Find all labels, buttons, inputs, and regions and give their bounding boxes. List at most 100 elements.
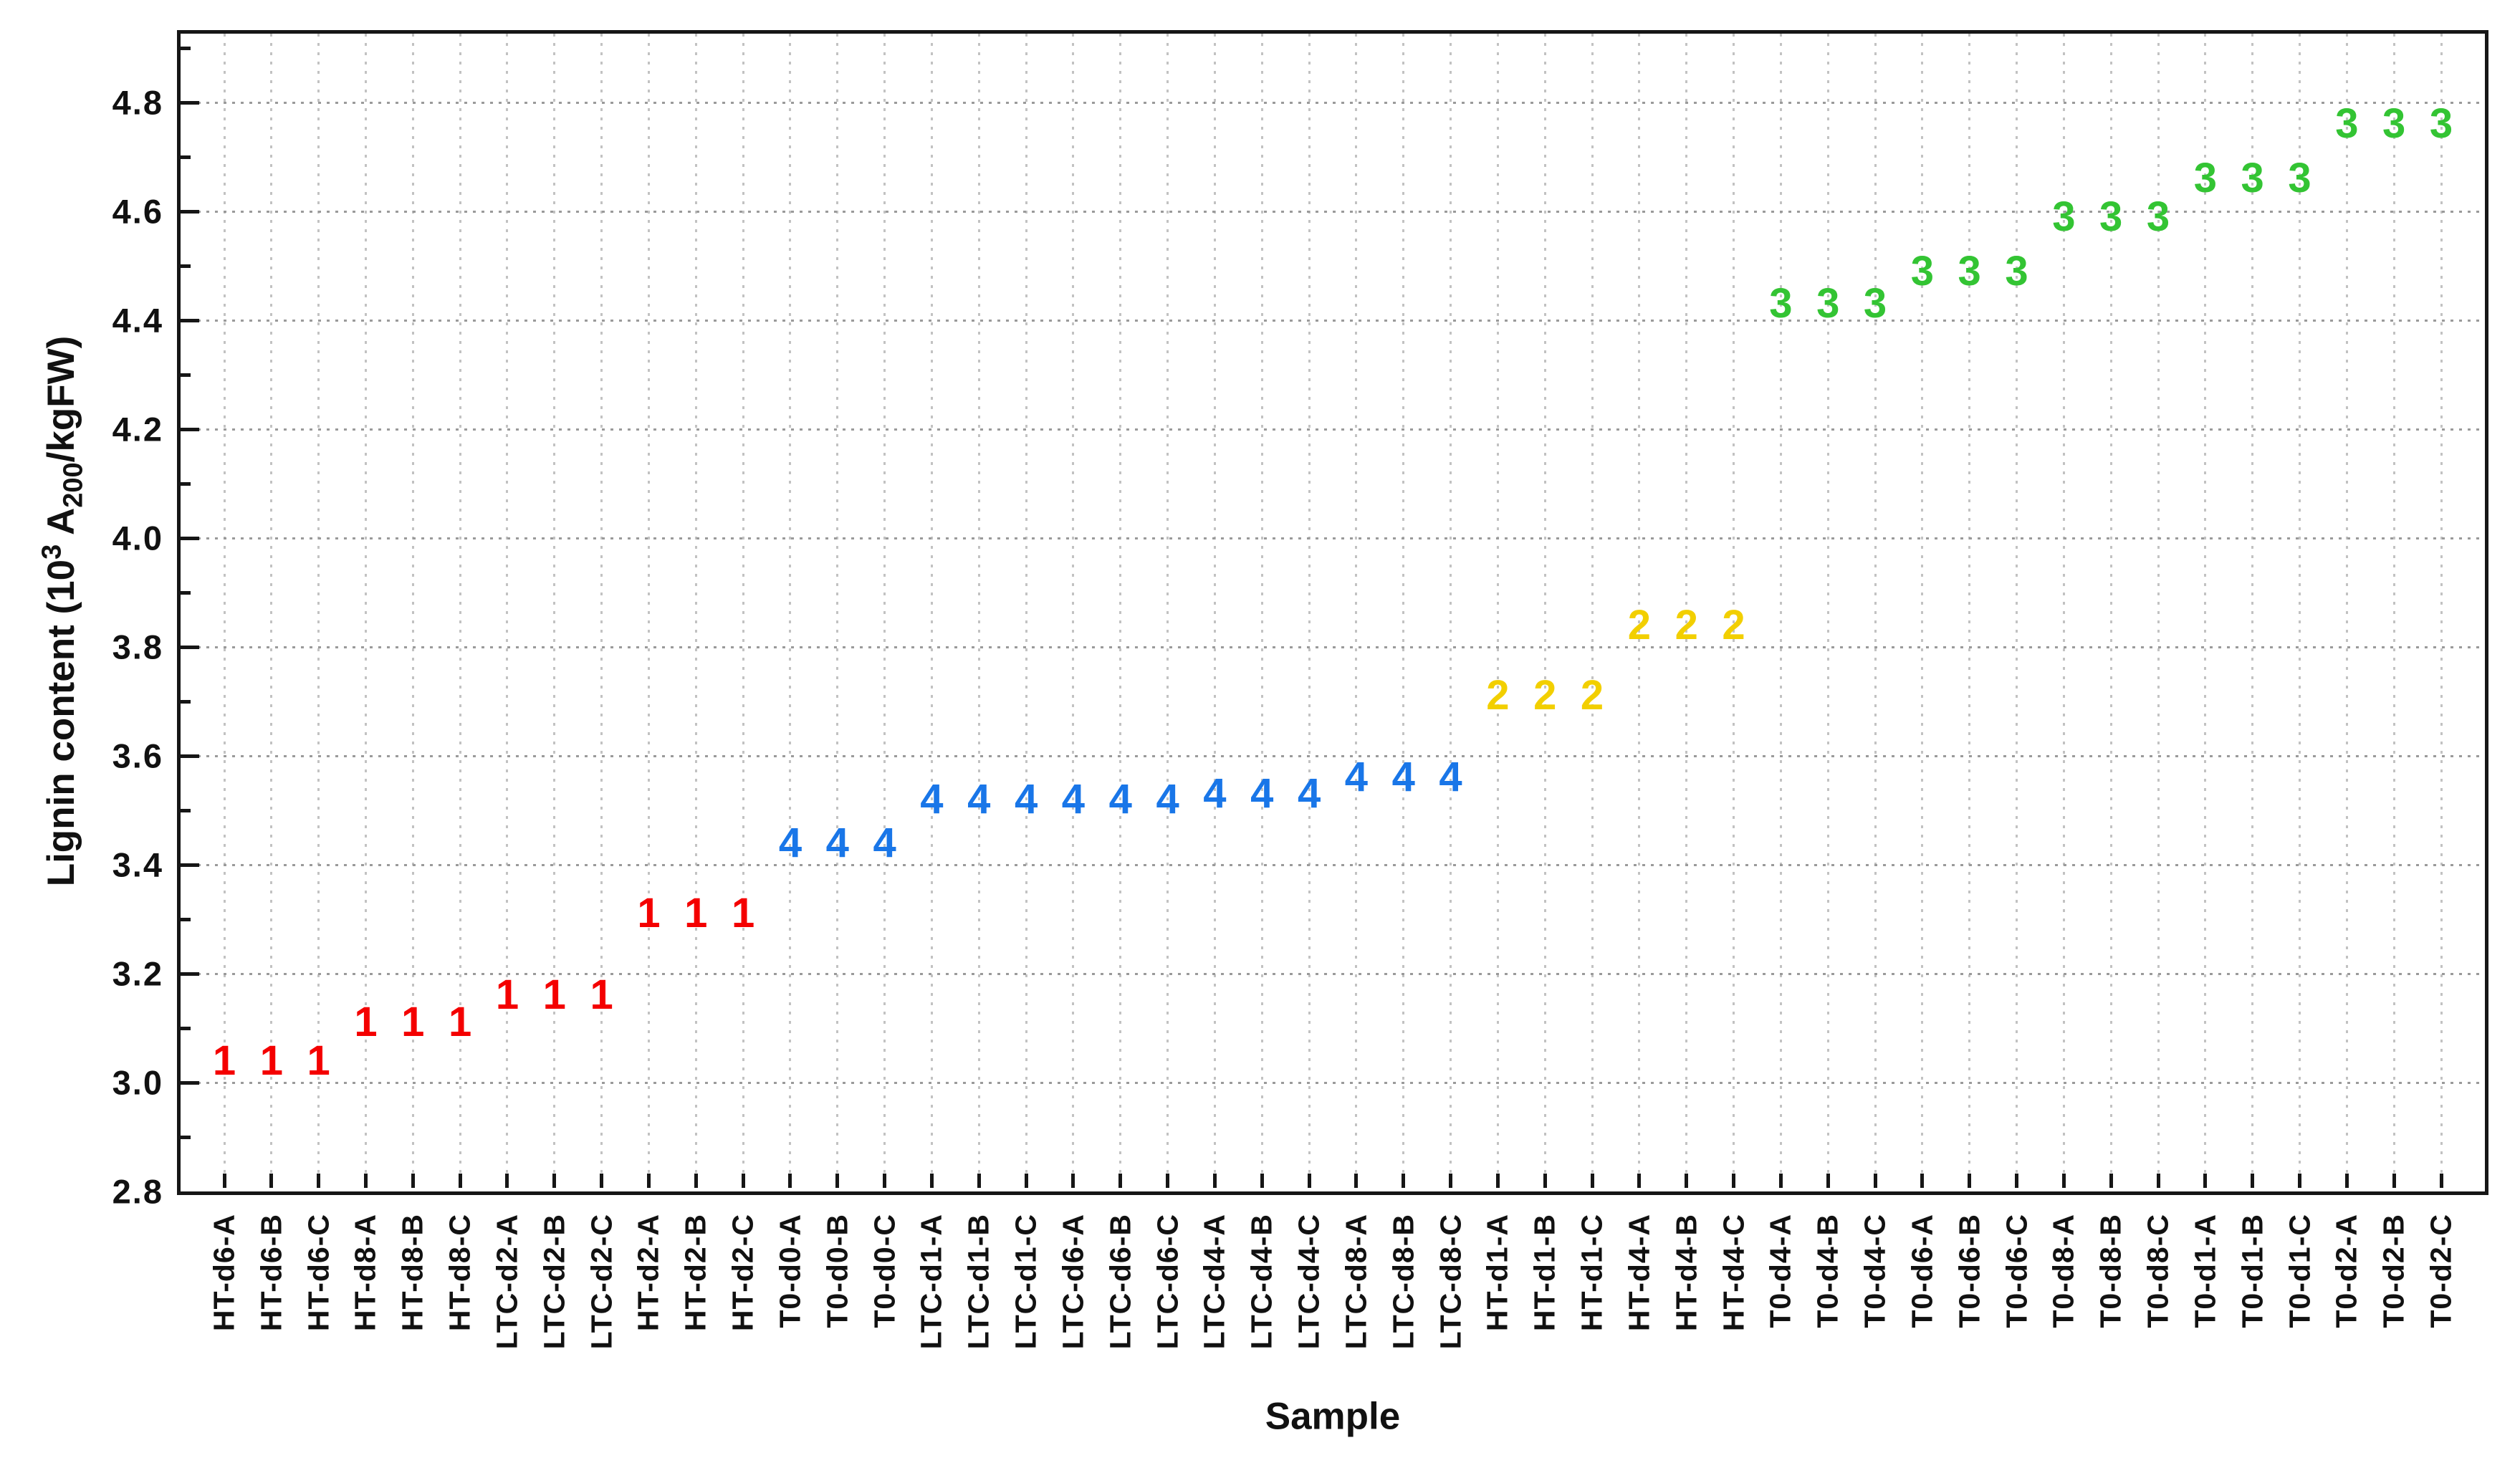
data-point-marker: 4 bbox=[1344, 754, 1369, 801]
y-tick-label: 4.8 bbox=[112, 83, 163, 122]
x-axis-tick bbox=[2061, 1174, 2066, 1188]
data-point-marker: 3 bbox=[2241, 155, 2264, 202]
data-point-marker: 2 bbox=[1486, 672, 1510, 719]
x-tick-label: HT-d2-C bbox=[726, 1214, 760, 1332]
y-tick-label: 3.6 bbox=[112, 737, 163, 775]
y-axis-minor-tick bbox=[181, 46, 191, 50]
y-axis-minor-tick bbox=[181, 917, 191, 921]
data-point-marker: 4 bbox=[1014, 775, 1038, 822]
data-point-marker: 2 bbox=[1675, 601, 1698, 648]
data-point-marker: 3 bbox=[2335, 100, 2359, 148]
data-point-marker: 2 bbox=[1722, 601, 1745, 648]
vertical-gridline bbox=[977, 34, 980, 1188]
y-axis-title-superscript: 3 bbox=[37, 544, 67, 560]
x-tick-label: HT-d4-C bbox=[1717, 1214, 1750, 1332]
x-tick-label: HT-d1-C bbox=[1575, 1214, 1609, 1332]
y-tick-label: 2.8 bbox=[112, 1172, 163, 1211]
y-axis-minor-tick bbox=[181, 155, 191, 159]
vertical-gridline bbox=[1685, 34, 1688, 1188]
vertical-gridline bbox=[930, 34, 933, 1188]
x-tick-label: T0-d6-C bbox=[2000, 1214, 2033, 1328]
x-tick-label: HT-d8-A bbox=[348, 1214, 382, 1332]
data-point-marker: 4 bbox=[967, 775, 991, 822]
horizontal-gridline bbox=[181, 646, 2485, 648]
y-axis-major-tick bbox=[181, 754, 199, 758]
x-tick-label: HT-d2-B bbox=[679, 1214, 712, 1332]
horizontal-gridline bbox=[181, 428, 2485, 431]
x-tick-label: LTC-d8-A bbox=[1339, 1214, 1373, 1350]
horizontal-gridline bbox=[181, 1081, 2485, 1084]
vertical-gridline bbox=[1402, 34, 1405, 1188]
data-point-marker: 4 bbox=[873, 819, 896, 866]
data-point-marker: 1 bbox=[212, 1037, 236, 1084]
y-tick-label: 4.4 bbox=[112, 301, 163, 340]
x-axis-tick bbox=[458, 1174, 462, 1188]
x-tick-label: LTC-d6-B bbox=[1103, 1214, 1137, 1350]
y-tick-label: 3.8 bbox=[112, 628, 163, 666]
x-tick-label: HT-d1-B bbox=[1528, 1214, 1561, 1332]
x-axis-tick bbox=[929, 1174, 934, 1188]
x-axis-tick bbox=[1402, 1174, 1406, 1188]
data-point-marker: 3 bbox=[2099, 193, 2123, 240]
vertical-gridline bbox=[1826, 34, 1829, 1188]
y-axis-minor-tick bbox=[181, 481, 191, 486]
vertical-gridline bbox=[2299, 34, 2301, 1188]
vertical-gridline bbox=[1450, 34, 1452, 1188]
x-tick-label: HT-d6-C bbox=[302, 1214, 335, 1332]
vertical-gridline bbox=[694, 34, 697, 1188]
x-tick-label: T0-d2-A bbox=[2329, 1214, 2363, 1328]
vertical-gridline bbox=[317, 34, 320, 1188]
x-axis-tick bbox=[2344, 1174, 2349, 1188]
x-tick-label: LTC-d1-A bbox=[914, 1214, 948, 1350]
data-point-marker: 4 bbox=[1439, 754, 1462, 801]
vertical-gridline bbox=[789, 34, 792, 1188]
x-axis-tick bbox=[1212, 1174, 1217, 1188]
data-point-marker: 4 bbox=[1203, 770, 1227, 817]
x-axis-tick bbox=[2203, 1174, 2208, 1188]
data-point-marker: 3 bbox=[1816, 280, 1840, 327]
vertical-gridline bbox=[2204, 34, 2207, 1188]
data-point-marker: 1 bbox=[259, 1037, 283, 1084]
data-point-marker: 1 bbox=[542, 972, 566, 1019]
vertical-gridline bbox=[2109, 34, 2112, 1188]
x-axis-tick bbox=[694, 1174, 698, 1188]
x-tick-label: T0-d0-A bbox=[773, 1214, 807, 1328]
x-tick-label: HT-d8-C bbox=[443, 1214, 476, 1332]
vertical-gridline bbox=[1308, 34, 1311, 1188]
x-tick-label: LTC-d6-C bbox=[1151, 1214, 1184, 1350]
x-axis-tick bbox=[646, 1174, 651, 1188]
y-axis-major-tick bbox=[181, 645, 199, 649]
x-tick-label: T0-d4-B bbox=[1811, 1214, 1844, 1328]
y-axis-minor-tick bbox=[181, 1135, 191, 1139]
vertical-gridline bbox=[2157, 34, 2160, 1188]
data-point-marker: 4 bbox=[1391, 754, 1415, 801]
x-axis-tick bbox=[1968, 1174, 1972, 1188]
data-point-marker: 3 bbox=[2429, 100, 2453, 148]
vertical-gridline bbox=[1968, 34, 1971, 1188]
data-point-marker: 4 bbox=[1297, 770, 1321, 817]
data-point-marker: 1 bbox=[307, 1037, 330, 1084]
x-axis-tick bbox=[2015, 1174, 2019, 1188]
data-point-marker: 2 bbox=[1533, 672, 1557, 719]
x-tick-label: HT-d1-A bbox=[1480, 1214, 1514, 1332]
x-axis-tick bbox=[835, 1174, 840, 1188]
x-axis-tick bbox=[222, 1174, 226, 1188]
vertical-gridline bbox=[2440, 34, 2443, 1188]
y-axis-major-tick bbox=[181, 863, 199, 867]
y-tick-label: 4.2 bbox=[112, 410, 163, 448]
data-point-marker: 3 bbox=[1863, 280, 1887, 327]
data-point-marker: 3 bbox=[2052, 193, 2076, 240]
y-axis-major-tick bbox=[181, 536, 199, 540]
vertical-gridline bbox=[1119, 34, 1122, 1188]
x-axis-tick bbox=[1685, 1174, 1689, 1188]
x-axis-tick bbox=[2109, 1174, 2113, 1188]
x-axis-tick bbox=[1071, 1174, 1075, 1188]
horizontal-gridline bbox=[181, 754, 2485, 757]
x-axis-tick bbox=[2439, 1174, 2443, 1188]
horizontal-gridline bbox=[181, 863, 2485, 866]
y-tick-label: 4.0 bbox=[112, 519, 163, 557]
y-axis-major-tick bbox=[181, 427, 199, 431]
data-point-marker: 1 bbox=[449, 999, 472, 1046]
vertical-gridline bbox=[2345, 34, 2348, 1188]
